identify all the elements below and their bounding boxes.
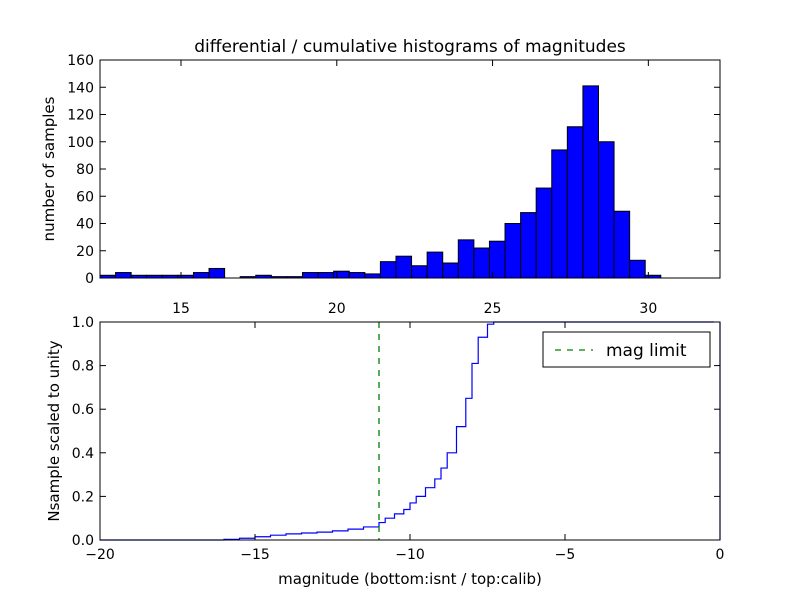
- cumulative-x-tick-label: 0: [716, 547, 725, 563]
- histogram-bars: [99, 85, 662, 279]
- histogram-bar: [457, 239, 475, 279]
- cumulative-x-axis-label: magnitude (bottom:isnt / top:calib): [278, 570, 542, 588]
- histogram-bar: [473, 247, 490, 279]
- cumulative-x-tick-label: −5: [555, 547, 576, 563]
- cumulative-ticks: −20 −15 −10 −5 0 0.0 0.2 0.4 0.6 0.8 1.0: [72, 315, 725, 563]
- histogram-bar: [302, 272, 319, 279]
- histogram-bar: [520, 212, 537, 279]
- legend: mag limit: [542, 331, 711, 368]
- histogram-y-tick-label: 140: [67, 80, 94, 96]
- histogram-axes: differential / cumulative histograms of …: [40, 37, 721, 317]
- histogram-bar: [426, 251, 444, 279]
- histogram-bar: [395, 255, 413, 279]
- histogram-x-tick-label: 30: [639, 301, 657, 317]
- cumulative-y-tick-label: 0.4: [72, 446, 94, 462]
- histogram-bar: [348, 272, 366, 279]
- histogram-bar: [566, 126, 584, 279]
- histogram-bar: [504, 223, 522, 279]
- histogram-bar: [208, 267, 226, 279]
- histogram-y-tick-label: 160: [67, 53, 94, 69]
- cumulative-frame: [99, 321, 721, 541]
- histogram-frame: [99, 59, 721, 279]
- cumulative-y-axis-label: Nsample scaled to unity: [45, 340, 63, 521]
- histogram-y-tick-label: 60: [76, 189, 94, 205]
- histogram-ticks: 15 20 25 30 0 20 40 60 80 100 120 140 160: [67, 53, 720, 317]
- histogram-bar: [411, 265, 428, 279]
- cumulative-y-tick-label: 1.0: [72, 315, 94, 331]
- histogram-bar: [535, 187, 553, 279]
- histogram-y-tick-label: 120: [67, 108, 94, 124]
- legend-label-mag-limit: mag limit: [606, 341, 687, 361]
- histogram-bar: [442, 262, 459, 279]
- cumulative-y-tick-label: 0.0: [72, 533, 94, 549]
- histogram-bar: [629, 259, 646, 279]
- histogram-bar: [192, 272, 210, 279]
- histogram-bar: [364, 273, 381, 279]
- histogram-y-tick-label: 0: [85, 271, 94, 287]
- histogram-y-tick-label: 80: [76, 162, 94, 178]
- cumulative-y-tick-label: 0.2: [72, 489, 94, 505]
- histogram-bar: [597, 141, 615, 279]
- histogram-bar: [333, 270, 350, 279]
- histogram-bar: [488, 240, 506, 279]
- histogram-y-tick-label: 100: [67, 135, 94, 151]
- cumulative-x-tick-label: −20: [85, 547, 115, 563]
- cumulative-y-tick-label: 0.8: [72, 359, 94, 375]
- histogram-bar: [551, 149, 568, 279]
- histogram-bar: [317, 272, 335, 279]
- cumulative-axes: −20 −15 −10 −5 0 0.0 0.2 0.4 0.6 0.8 1.0 Nsample s…: [45, 315, 724, 588]
- histogram-x-tick-label: 15: [172, 301, 190, 317]
- histogram-bar: [613, 210, 631, 279]
- histogram-bar: [115, 272, 132, 279]
- histogram-bar: [582, 85, 599, 279]
- histogram-x-tick-label: 20: [328, 301, 346, 317]
- cumulative-y-tick-label: 0.6: [72, 402, 94, 418]
- cumulative-x-tick-label: −15: [240, 547, 270, 563]
- cumulative-x-tick-label: −10: [395, 547, 425, 563]
- histogram-bar: [379, 261, 397, 279]
- chart-title: differential / cumulative histograms of …: [194, 37, 626, 57]
- histogram-y-axis-label: number of samples: [40, 96, 58, 241]
- histogram-y-tick-label: 40: [76, 217, 94, 233]
- histogram-y-tick-label: 20: [76, 244, 94, 260]
- histogram-x-tick-label: 25: [484, 301, 502, 317]
